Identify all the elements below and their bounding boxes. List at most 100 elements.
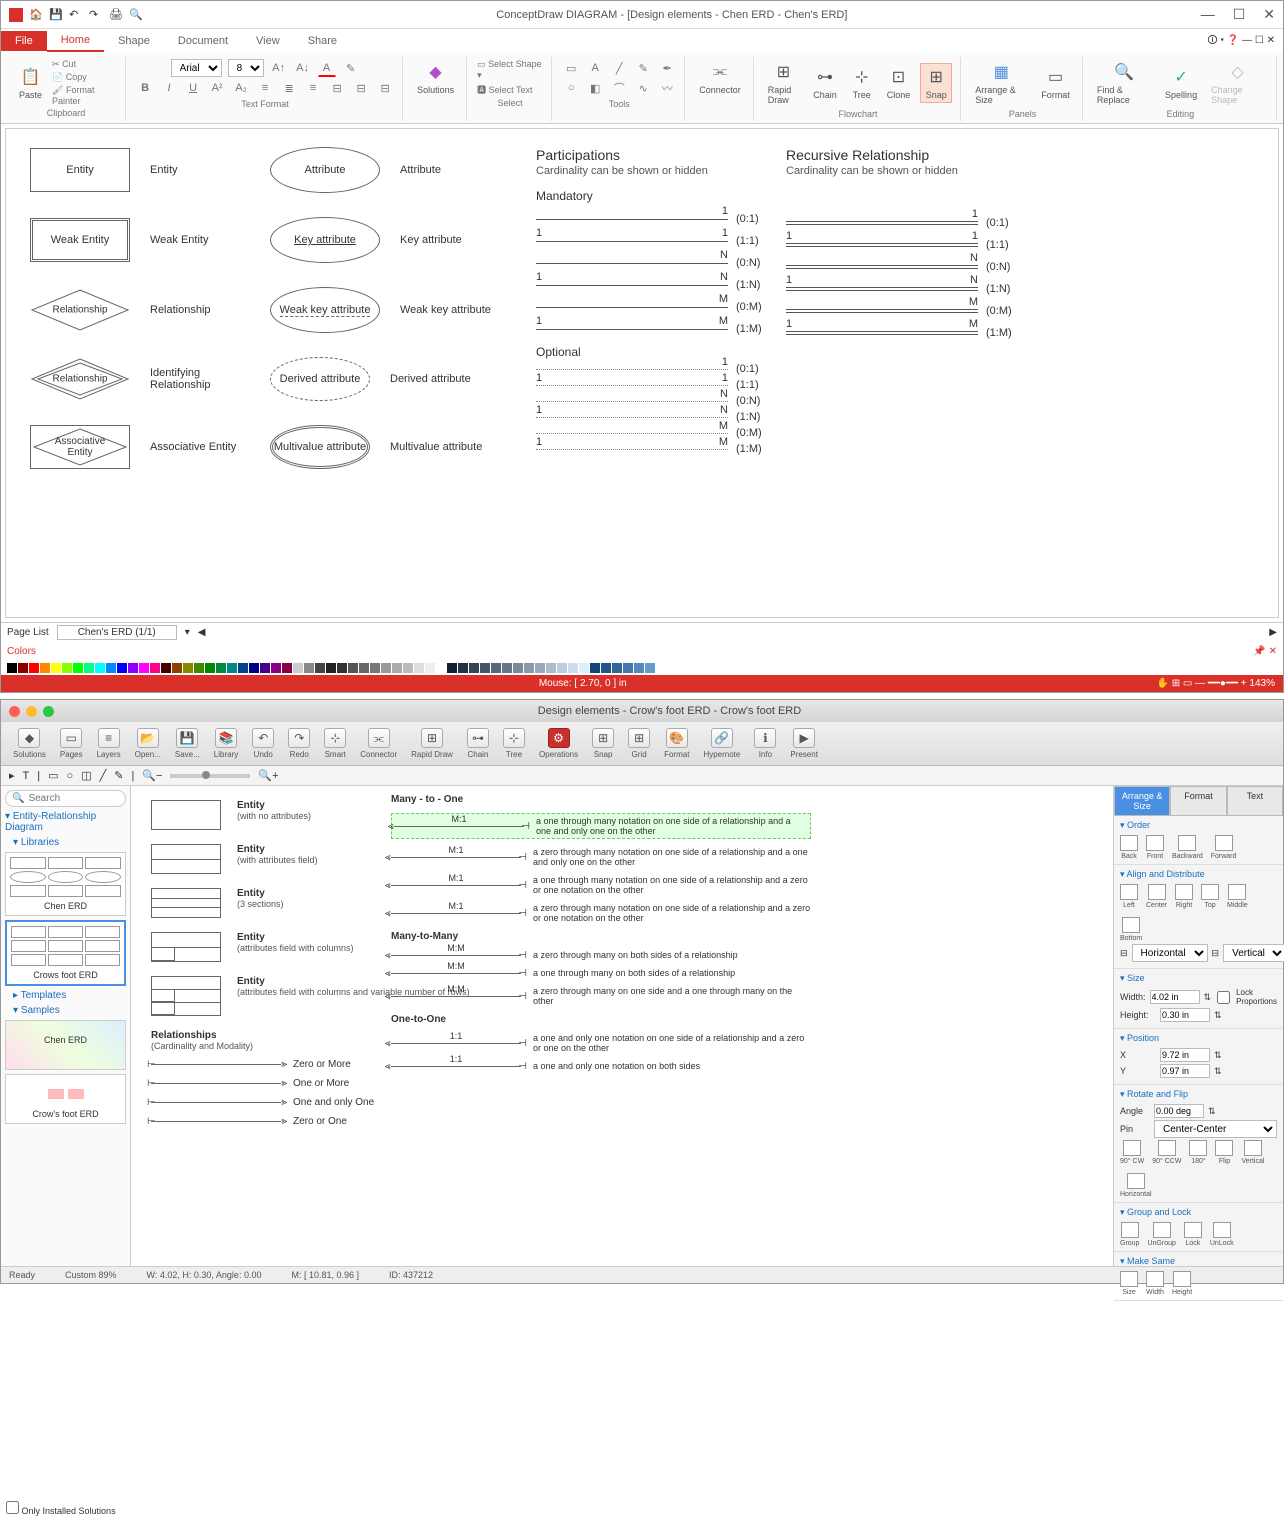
color-swatch[interactable] [238,663,248,673]
shape-tool-icon[interactable]: ◫ [81,769,91,782]
pin-select[interactable]: Center-Center [1154,1120,1277,1138]
color-swatch[interactable] [216,663,226,673]
minimize-icon[interactable]: — [1201,6,1215,23]
color-swatch[interactable] [480,663,490,673]
super-button[interactable]: A² [208,79,226,97]
font-select[interactable]: Arial [171,59,222,77]
tb-grid[interactable]: ⊞Grid [622,726,656,761]
increase-font-icon[interactable]: A↑ [270,59,288,77]
color-swatch[interactable] [227,663,237,673]
solutions-button[interactable]: ◆Solutions [413,59,458,97]
qat-icon[interactable]: 🔍 [129,8,143,22]
color-swatch[interactable] [502,663,512,673]
color-swatch[interactable] [568,663,578,673]
valign-icon[interactable]: ⊟ [376,79,394,97]
color-swatch[interactable] [392,663,402,673]
italic-button[interactable]: I [160,79,178,97]
color-swatch[interactable] [348,663,358,673]
qat-icon[interactable]: 🖨 [109,8,123,22]
cut-button[interactable]: ✂ Cut [52,59,117,70]
color-swatch[interactable] [359,663,369,673]
sidebar-samples[interactable]: ▾ Samples [13,1005,126,1016]
color-swatch[interactable] [40,663,50,673]
tb-library[interactable]: 📚Library [208,726,244,761]
rp-btn-lock[interactable]: Lock [1184,1222,1202,1247]
rp-tab-arrange[interactable]: Arrange & Size [1114,786,1170,816]
rp-btn-unlock[interactable]: UnLock [1210,1222,1234,1247]
close-icon[interactable]: ✕ [1263,6,1275,23]
page-list-label[interactable]: Page List [7,627,49,638]
lib-thumb-crows[interactable]: Crows foot ERD [5,920,126,986]
pin-icon[interactable]: 📌 ✕ [1253,646,1277,657]
zoom-in-icon[interactable]: 🔍+ [258,769,278,782]
color-swatch[interactable] [51,663,61,673]
color-swatch[interactable] [337,663,347,673]
find-button[interactable]: 🔍Find & Replace [1093,59,1155,107]
rp-btn-group[interactable]: Group [1120,1222,1139,1247]
font-color-icon[interactable]: A [318,59,336,77]
color-swatch[interactable] [315,663,325,673]
page-name[interactable]: Chen's ERD (1/1) [57,625,177,640]
color-swatch[interactable] [469,663,479,673]
color-swatch[interactable] [194,663,204,673]
tb-tree[interactable]: ⊹Tree [497,726,531,761]
rect-tool-icon[interactable]: ▭ [562,59,580,77]
height-input[interactable] [1160,1008,1210,1022]
y-input[interactable] [1160,1064,1210,1078]
text-tool-icon[interactable]: T [23,770,30,782]
qat-icon[interactable]: 💾 [49,8,63,22]
close-dot[interactable] [9,706,20,717]
rp-btn-ccw[interactable]: 90° CCW [1152,1140,1181,1165]
hz-select[interactable]: Horizontal [1132,944,1208,962]
highlight-icon[interactable]: ✎ [342,59,360,77]
color-swatch[interactable] [623,663,633,673]
rp-btn-cw[interactable]: 90° CW [1120,1140,1144,1165]
canvas[interactable]: EntityEntityAttributeAttributeWeak Entit… [5,128,1279,618]
color-swatch[interactable] [84,663,94,673]
tb-rapiddraw[interactable]: ⊞Rapid Draw [405,726,459,761]
rp-btn-bottom[interactable]: Bottom [1120,917,1142,942]
mac-canvas[interactable]: Entity(with no attributes)Entity(with at… [131,786,1113,1266]
color-swatch[interactable] [73,663,83,673]
color-swatch[interactable] [491,663,501,673]
copy-button[interactable]: 📄 Copy [52,72,117,83]
rp-btn-middle[interactable]: Middle [1227,884,1248,909]
rp-btn-ungroup[interactable]: UnGroup [1147,1222,1175,1247]
underline-button[interactable]: U [184,79,202,97]
qat-icon[interactable]: 🏠 [29,8,43,22]
color-swatch[interactable] [304,663,314,673]
pointer-tool-icon[interactable]: ▸ [9,769,15,782]
callout-tool-icon[interactable]: ◧ [586,79,604,97]
color-swatch[interactable] [260,663,270,673]
color-swatch[interactable] [447,663,457,673]
x-input[interactable] [1160,1048,1210,1062]
text-tool-icon[interactable]: A [586,59,604,77]
color-swatch[interactable] [7,663,17,673]
color-swatch[interactable] [249,663,259,673]
color-swatch[interactable] [62,663,72,673]
sub-button[interactable]: A₂ [232,79,250,97]
line-tool-icon[interactable]: ╱ [100,769,107,782]
color-swatch[interactable] [106,663,116,673]
select-text-button[interactable]: 🅰 Select Text [477,83,543,96]
valign-icon[interactable]: ⊟ [328,79,346,97]
pen-tool-icon[interactable]: ✒ [658,59,676,77]
format-painter-button[interactable]: 🖌 Format Painter [52,85,117,106]
arc-tool-icon[interactable]: ⌒ [610,79,628,97]
rp-tab-format[interactable]: Format [1170,786,1226,816]
sample-thumb[interactable]: Chen ERD [5,1020,126,1070]
rp-btn-horizontal[interactable]: Horizontal [1120,1173,1152,1198]
pencil-tool-icon[interactable]: ✎ [634,59,652,77]
color-swatch[interactable] [370,663,380,673]
file-tab[interactable]: File [1,31,47,51]
rp-btn-flip[interactable]: Flip [1215,1140,1233,1165]
rapid-draw-button[interactable]: ⊞Rapid Draw [764,59,803,107]
align-left-icon[interactable]: ≡ [256,79,274,97]
max-dot[interactable] [43,706,54,717]
color-swatch[interactable] [29,663,39,673]
color-swatch[interactable] [161,663,171,673]
color-swatch[interactable] [183,663,193,673]
sidebar-libraries[interactable]: ▾ Libraries [13,837,126,848]
color-swatch[interactable] [546,663,556,673]
color-swatch[interactable] [293,663,303,673]
